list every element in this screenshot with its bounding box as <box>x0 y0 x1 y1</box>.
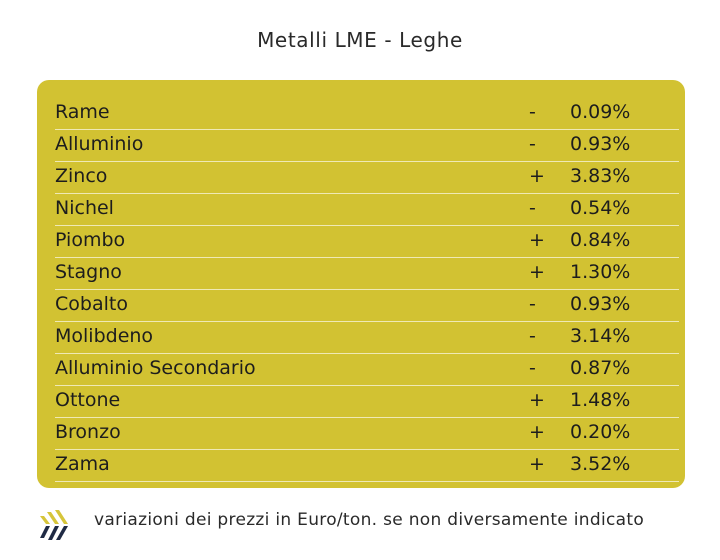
metal-name: Cobalto <box>55 293 128 315</box>
metals-list: Rame - 0.09% Alluminio - 0.93% Zinco + 3… <box>55 98 679 482</box>
metal-name: Zinco <box>55 165 108 187</box>
table-row: Ottone + 1.48% <box>55 386 679 418</box>
change-value: 3.52% <box>570 453 631 475</box>
table-row: Cobalto - 0.93% <box>55 290 679 322</box>
table-row: Nichel - 0.54% <box>55 194 679 226</box>
metal-name: Bronzo <box>55 421 121 443</box>
change-value: 0.93% <box>570 133 631 155</box>
change-value: 0.84% <box>570 229 631 251</box>
page-title: Metalli LME - Leghe <box>257 28 463 52</box>
change-sign: + <box>529 261 545 283</box>
change-sign: + <box>529 453 545 475</box>
change-value: 1.48% <box>570 389 631 411</box>
change-sign: + <box>529 229 545 251</box>
change-sign: - <box>529 197 536 219</box>
metal-name: Alluminio <box>55 133 144 155</box>
table-row: Piombo + 0.84% <box>55 226 679 258</box>
metal-name: Rame <box>55 101 110 123</box>
change-value: 0.93% <box>570 293 631 315</box>
change-sign: - <box>529 325 536 347</box>
metal-name: Molibdeno <box>55 325 154 347</box>
metal-name: Zama <box>55 453 110 475</box>
footer-note: variazioni dei prezzi in Euro/ton. se no… <box>94 510 645 530</box>
metal-name: Piombo <box>55 229 126 251</box>
metal-name: Nichel <box>55 197 114 219</box>
table-row: Stagno + 1.30% <box>55 258 679 290</box>
change-value: 1.30% <box>570 261 631 283</box>
table-row: Alluminio - 0.93% <box>55 130 679 162</box>
change-value: 0.20% <box>570 421 631 443</box>
change-value: 3.83% <box>570 165 631 187</box>
table-row: Molibdeno - 3.14% <box>55 322 679 354</box>
change-sign: + <box>529 165 545 187</box>
change-sign: + <box>529 389 545 411</box>
footer: variazioni dei prezzi in Euro/ton. se no… <box>0 500 720 560</box>
change-sign: - <box>529 357 536 379</box>
table-row: Bronzo + 0.20% <box>55 418 679 450</box>
table-row: Alluminio Secondario - 0.87% <box>55 354 679 386</box>
metal-name: Ottone <box>55 389 121 411</box>
table-row: Zinco + 3.83% <box>55 162 679 194</box>
stripes-logo-icon <box>40 510 68 540</box>
metals-table-panel: Rame - 0.09% Alluminio - 0.93% Zinco + 3… <box>37 80 685 488</box>
change-sign: - <box>529 293 536 315</box>
metal-name: Alluminio Secondario <box>55 357 256 379</box>
change-value: 0.87% <box>570 357 631 379</box>
change-sign: + <box>529 421 545 443</box>
change-value: 0.54% <box>570 197 631 219</box>
change-value: 3.14% <box>570 325 631 347</box>
change-sign: - <box>529 101 536 123</box>
metal-name: Stagno <box>55 261 122 283</box>
change-sign: - <box>529 133 536 155</box>
table-row: Rame - 0.09% <box>55 98 679 130</box>
table-row: Zama + 3.52% <box>55 450 679 482</box>
change-value: 0.09% <box>570 101 631 123</box>
